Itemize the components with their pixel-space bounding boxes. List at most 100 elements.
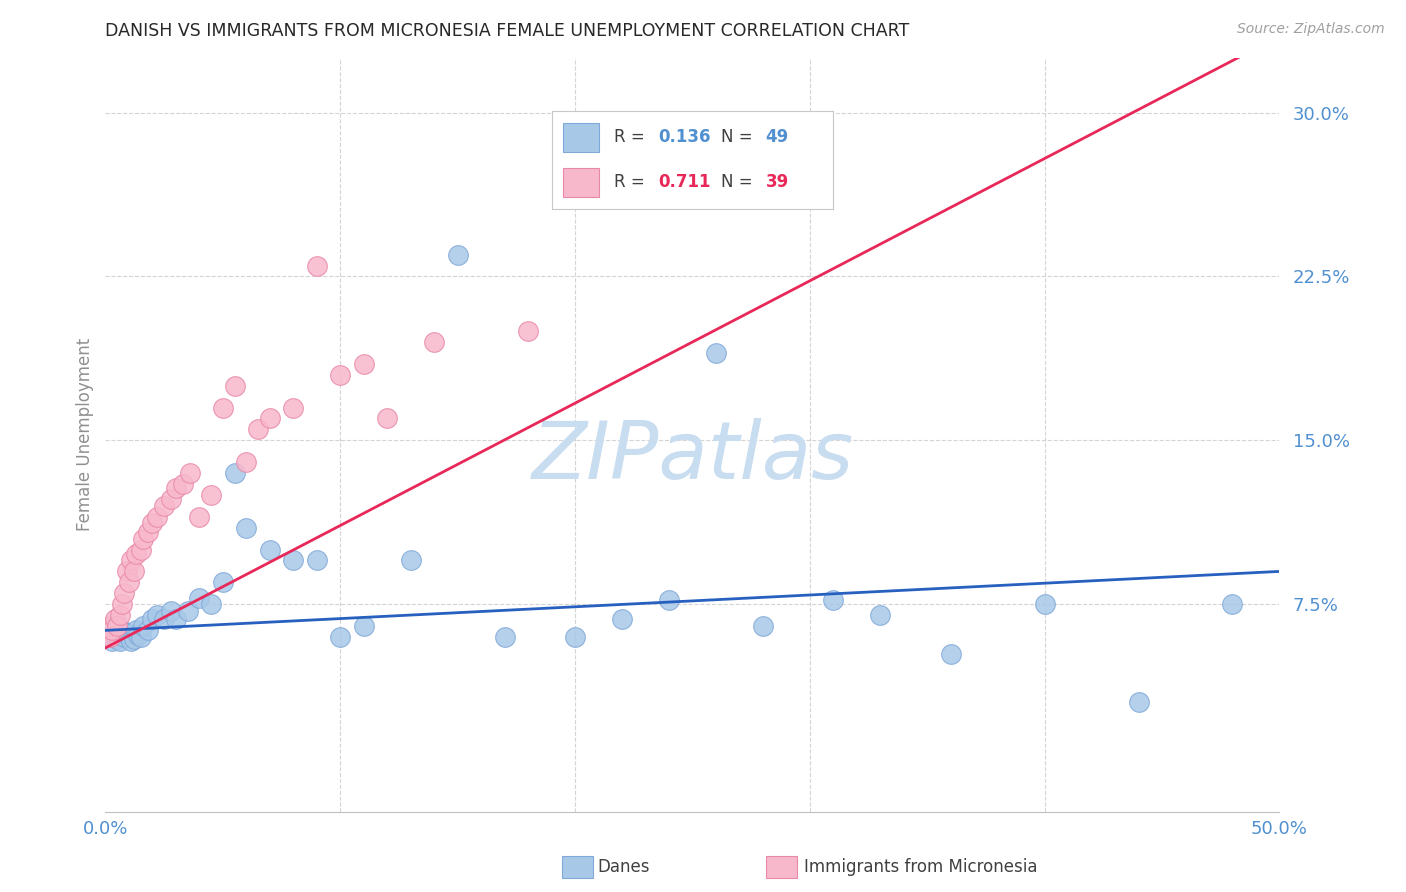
Point: [283, 401, 305, 415]
Point: [259, 411, 281, 425]
Point: [399, 553, 422, 567]
Point: [165, 612, 187, 626]
Point: [120, 634, 142, 648]
Point: [146, 608, 169, 623]
Text: Immigrants from Micronesia: Immigrants from Micronesia: [804, 858, 1038, 876]
Point: [132, 619, 155, 633]
Point: [101, 630, 124, 644]
Point: [235, 455, 257, 469]
Point: [200, 597, 222, 611]
Point: [104, 625, 127, 640]
Point: [122, 565, 145, 579]
Point: [118, 630, 141, 644]
Point: [101, 624, 124, 638]
Point: [160, 492, 183, 507]
Point: [375, 411, 398, 425]
Point: [188, 591, 211, 605]
Point: [105, 619, 128, 633]
Point: [658, 592, 681, 607]
Point: [118, 575, 141, 590]
Point: [704, 346, 727, 360]
Point: [115, 625, 138, 640]
Point: [188, 509, 211, 524]
Point: [141, 612, 163, 626]
Point: [165, 482, 187, 496]
Point: [136, 624, 159, 638]
Point: [111, 624, 134, 638]
Text: N =: N =: [721, 173, 758, 191]
Text: Danes: Danes: [598, 858, 650, 876]
Point: [97, 624, 120, 638]
Point: [172, 477, 194, 491]
Point: [224, 466, 246, 480]
Point: [329, 368, 352, 382]
Point: [305, 553, 328, 567]
Bar: [562, 122, 599, 152]
Point: [122, 632, 145, 647]
Bar: [562, 168, 599, 197]
Text: 0.136: 0.136: [658, 128, 711, 146]
Point: [101, 634, 124, 648]
Point: [235, 521, 257, 535]
Point: [179, 466, 201, 480]
Point: [98, 628, 121, 642]
Point: [1033, 597, 1056, 611]
Point: [329, 630, 352, 644]
Point: [176, 604, 198, 618]
Point: [211, 575, 233, 590]
Text: DANISH VS IMMIGRANTS FROM MICRONESIA FEMALE UNEMPLOYMENT CORRELATION CHART: DANISH VS IMMIGRANTS FROM MICRONESIA FEM…: [105, 22, 910, 40]
Text: 49: 49: [766, 128, 789, 146]
Point: [259, 542, 281, 557]
Point: [108, 608, 131, 623]
Point: [752, 619, 775, 633]
Point: [224, 378, 246, 392]
Point: [132, 532, 155, 546]
Point: [125, 624, 148, 638]
Point: [98, 630, 121, 644]
Point: [112, 586, 135, 600]
Point: [146, 509, 169, 524]
Point: [115, 565, 138, 579]
Point: [105, 619, 128, 633]
Point: [564, 630, 586, 644]
Text: N =: N =: [721, 128, 758, 146]
Point: [129, 542, 152, 557]
Point: [283, 553, 305, 567]
Point: [446, 247, 468, 261]
Point: [939, 648, 962, 662]
Point: [305, 259, 328, 273]
Text: Source: ZipAtlas.com: Source: ZipAtlas.com: [1237, 22, 1385, 37]
Point: [108, 634, 131, 648]
Text: R =: R =: [613, 128, 650, 146]
Text: R =: R =: [613, 173, 650, 191]
Point: [105, 632, 128, 647]
Point: [517, 324, 540, 338]
Point: [494, 630, 516, 644]
Point: [160, 604, 183, 618]
Point: [823, 592, 845, 607]
Text: 39: 39: [766, 173, 789, 191]
Point: [153, 612, 176, 626]
Point: [104, 612, 127, 626]
Point: [129, 630, 152, 644]
Point: [200, 488, 222, 502]
Point: [141, 516, 163, 531]
Point: [1128, 696, 1150, 710]
Point: [353, 619, 375, 633]
Point: [869, 608, 891, 623]
Point: [127, 628, 149, 642]
Point: [211, 401, 233, 415]
Point: [125, 547, 148, 561]
Point: [353, 357, 375, 371]
Point: [111, 597, 134, 611]
Text: 0.711: 0.711: [658, 173, 711, 191]
Point: [153, 499, 176, 513]
Point: [97, 624, 120, 638]
Point: [112, 630, 135, 644]
Point: [120, 553, 142, 567]
Point: [247, 422, 270, 436]
Text: ZIPatlas: ZIPatlas: [531, 418, 853, 497]
Point: [1222, 597, 1244, 611]
Point: [98, 619, 121, 633]
Point: [423, 334, 446, 349]
